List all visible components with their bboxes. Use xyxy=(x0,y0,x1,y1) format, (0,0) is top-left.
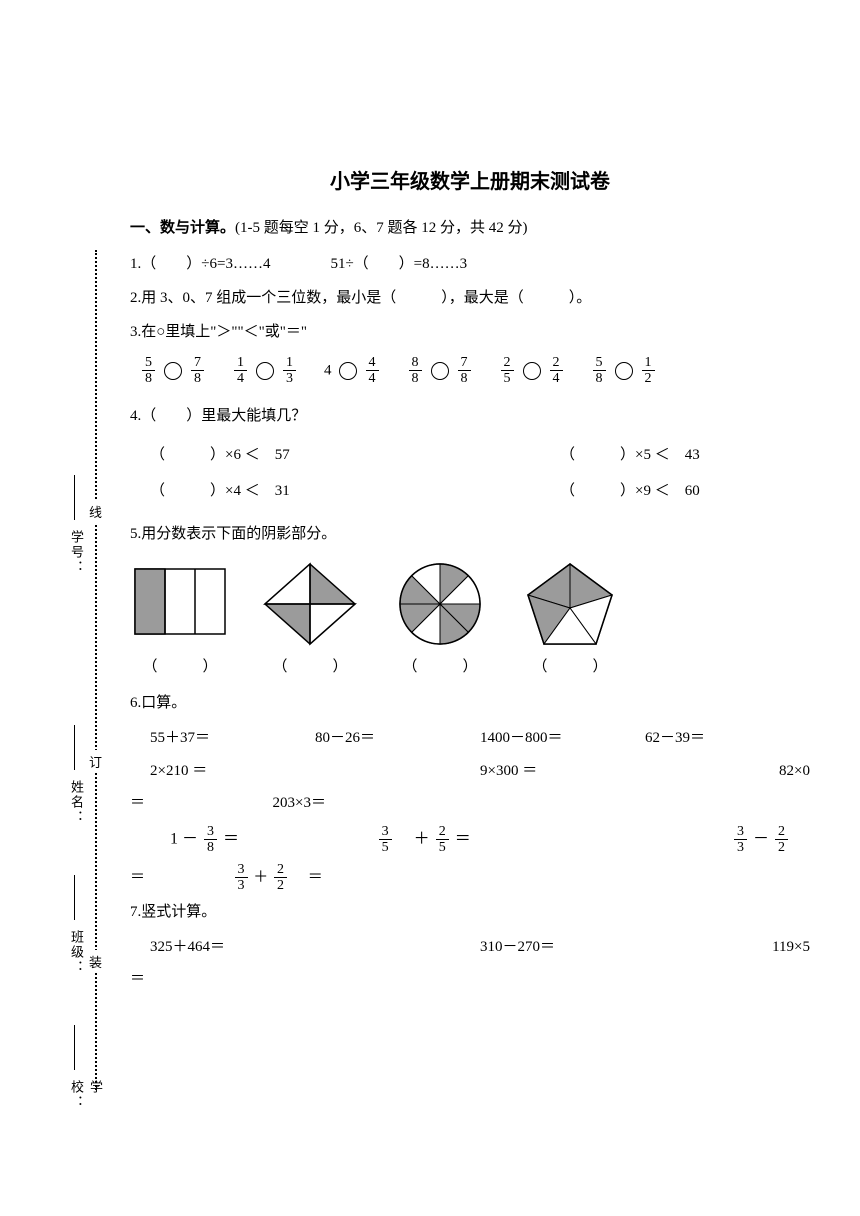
compare-circle[interactable] xyxy=(615,362,633,380)
q4-r1-r: （ ）×9 ＜ 60 xyxy=(560,473,700,509)
shape-pentagon xyxy=(520,559,620,649)
q7-c: 325＋464＝ xyxy=(150,931,315,964)
q5: 5.用分数表示下面的阴影部分。 xyxy=(130,519,810,549)
exam-title: 小学三年级数学上册期末测试卷 xyxy=(130,165,810,194)
q5-answers: （ ） （ ） （ ） （ ） xyxy=(130,655,810,676)
q5-shapes xyxy=(130,559,810,649)
q6-frac-row2: ＝ 33 ＋ 22 ＝ xyxy=(130,862,810,894)
q6-frac-0: 1 － 38 ＝ xyxy=(170,824,377,856)
q7-c: 119×5 xyxy=(645,931,810,964)
compare-circle[interactable] xyxy=(256,362,274,380)
q6-c: 9×300 ＝ xyxy=(480,755,645,788)
q7-tail: ＝ xyxy=(130,964,810,994)
q4: 4.（ ）里最大能填几？ xyxy=(130,401,810,431)
q5-ans-1: （ ） xyxy=(260,655,360,676)
shape-rect xyxy=(130,564,230,644)
shape-circle xyxy=(390,559,490,649)
dot-zhuang: 装 xyxy=(89,950,102,973)
q2: 2.用 3、0、7 组成一个三位数，最小是（ ），最大是（ ）。 xyxy=(130,283,810,313)
q6-frac-row: 1 － 38 ＝ 35 ＋ 25 ＝ 33 － 22 xyxy=(170,824,810,856)
q5-ans-3: （ ） xyxy=(520,655,620,676)
dot-xian: 线 xyxy=(89,500,102,523)
label-school: 学校： xyxy=(67,1080,105,1110)
q7-grid: 325＋464＝ 310－270＝ 119×5 xyxy=(150,931,810,964)
q4-r1-l: （ ）×4 ＜ 31 xyxy=(130,473,560,509)
underline-class xyxy=(74,875,75,920)
q3-items: 58 78 14 13 4 44 88 78 25 24 58 12 xyxy=(140,355,810,387)
label-class: 班级： xyxy=(67,930,86,975)
q6-c: 1400－800＝ xyxy=(480,722,645,755)
q3-item-1: 14 13 xyxy=(232,355,298,387)
dot-ding: 订 xyxy=(89,750,102,773)
underline-name xyxy=(74,725,75,770)
q6-c: 55＋37＝ xyxy=(150,722,315,755)
q6-frac-1: 35 ＋ 25 ＝ xyxy=(377,824,584,856)
q5-ans-0: （ ） xyxy=(130,655,230,676)
compare-circle[interactable] xyxy=(431,362,449,380)
q6-row3: ＝ 203×3＝ xyxy=(130,788,810,818)
compare-circle[interactable] xyxy=(339,362,357,380)
binding-margin: 学号： 线 姓名： 订 班级： 装 学校： xyxy=(75,250,105,1090)
label-number: 学号： xyxy=(67,530,86,575)
q3-item-0: 58 78 xyxy=(140,355,206,387)
shape-diamond xyxy=(260,559,360,649)
q5-ans-2: （ ） xyxy=(390,655,490,676)
q7: 7.竖式计算。 xyxy=(130,897,810,927)
q3: 3.在○里填上"＞""＜"或"＝" xyxy=(130,317,810,347)
section1-rest: (1-5 题每空 1 分，6、7 题各 12 分，共 42 分) xyxy=(235,220,528,236)
q3-item-2: 4 44 xyxy=(324,355,381,387)
q6-frac-2: 33 － 22 xyxy=(583,824,810,856)
q3-item-4: 25 24 xyxy=(499,355,565,387)
q6-c: 62－39＝ xyxy=(645,722,810,755)
q4-rows: （ ）×6 ＜ 57 （ ）×5 ＜ 43 （ ）×4 ＜ 31 （ ）×9 ＜… xyxy=(130,437,810,509)
section1-heading: 一、数与计算。(1-5 题每空 1 分，6、7 题各 12 分，共 42 分) xyxy=(130,216,810,237)
q4-r0-l: （ ）×6 ＜ 57 xyxy=(130,437,560,473)
q6: 6.口算。 xyxy=(130,688,810,718)
underline-number xyxy=(74,475,75,520)
q7-c: 310－270＝ xyxy=(480,931,645,964)
q6-c: 2×210 ＝ xyxy=(150,755,315,788)
q6-c: 82×0 xyxy=(645,755,810,788)
section1-bold: 一、数与计算。 xyxy=(130,220,235,236)
q4-r0-r: （ ）×5 ＜ 43 xyxy=(560,437,700,473)
compare-circle[interactable] xyxy=(164,362,182,380)
q7-c xyxy=(315,931,480,964)
q6-c: 80－26＝ xyxy=(315,722,480,755)
exam-content: 小学三年级数学上册期末测试卷 一、数与计算。(1-5 题每空 1 分，6、7 题… xyxy=(130,165,810,998)
compare-circle[interactable] xyxy=(523,362,541,380)
q3-item-3: 88 78 xyxy=(407,355,473,387)
q6-grid: 55＋37＝ 80－26＝ 1400－800＝ 62－39＝ 2×210 ＝ 9… xyxy=(150,722,810,788)
q6-c xyxy=(315,755,480,788)
label-name: 姓名： xyxy=(67,780,86,825)
underline-school xyxy=(74,1025,75,1070)
q1: 1.（ ）÷6=3……4 51÷（ ）=8……3 xyxy=(130,249,810,279)
q3-item-5: 58 12 xyxy=(591,355,657,387)
